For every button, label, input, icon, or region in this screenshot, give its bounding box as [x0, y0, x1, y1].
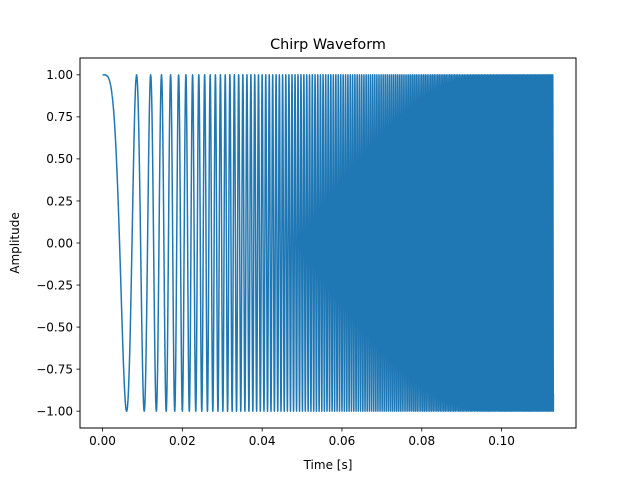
y-tick-label: −0.75 [36, 362, 73, 376]
x-tick-label: 0.08 [408, 434, 435, 448]
x-tick-label: 0.02 [169, 434, 196, 448]
y-tick-label: −0.50 [36, 320, 73, 334]
y-tick-label: −1.00 [36, 404, 73, 418]
x-axis-label: Time [s] [303, 458, 353, 472]
x-ticks: 0.00 0.02 0.04 0.06 0.08 0.10 [89, 428, 515, 448]
y-tick-label: 0.50 [46, 152, 73, 166]
x-tick-label: 0.10 [488, 434, 515, 448]
x-tick-label: 0.00 [89, 434, 116, 448]
y-axis-label: Amplitude [8, 212, 22, 274]
x-tick-label: 0.06 [329, 434, 356, 448]
y-tick-label: 0.75 [46, 110, 73, 124]
chirp-series-line [101, 74, 555, 412]
y-tick-label: 1.00 [46, 68, 73, 82]
y-ticks: −1.00 −0.75 −0.50 −0.25 0.00 0.25 0.50 0.75 1.00 [36, 68, 80, 418]
y-tick-label: 0.25 [46, 194, 73, 208]
x-tick-label: 0.04 [249, 434, 276, 448]
series-layer [101, 74, 555, 412]
y-tick-label: −0.25 [36, 278, 73, 292]
y-tick-label: 0.00 [46, 236, 73, 250]
chart-title: Chirp Waveform [270, 37, 386, 53]
